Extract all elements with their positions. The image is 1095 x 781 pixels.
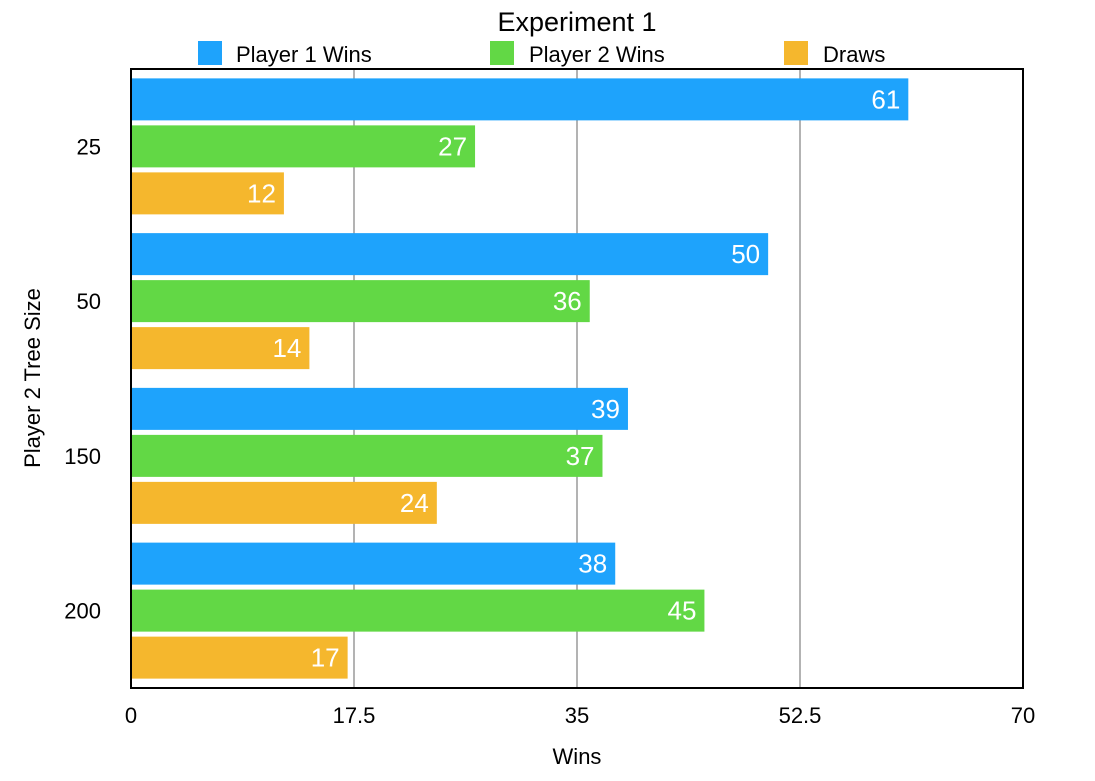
bar-player-2-wins-25 — [131, 125, 476, 168]
bar-draws-25 — [131, 172, 284, 215]
legend-swatch-player-1-wins — [198, 41, 222, 65]
data-label-player-2-wins-200: 45 — [668, 596, 697, 626]
data-label-player-2-wins-25: 27 — [438, 131, 467, 161]
x-tick-label-70: 70 — [1011, 703, 1035, 728]
gridlines — [353, 69, 801, 688]
bar-draws-50 — [131, 327, 310, 370]
legend-label-draws: Draws — [823, 42, 885, 67]
data-label-player-2-wins-150: 37 — [566, 441, 595, 471]
bars — [131, 78, 909, 679]
bar-draws-200 — [131, 636, 348, 679]
y-tick-label-50: 50 — [77, 289, 101, 314]
bar-player-2-wins-150 — [131, 434, 603, 477]
y-tick-label-200: 200 — [64, 599, 101, 624]
bar-player-1-wins-200 — [131, 542, 616, 585]
data-label-player-1-wins-150: 39 — [591, 394, 620, 424]
bar-draws-150 — [131, 481, 437, 524]
x-tick-label-35: 35 — [565, 703, 589, 728]
x-tick-label-52-5: 52.5 — [779, 703, 822, 728]
data-label-player-1-wins-50: 50 — [731, 239, 760, 269]
bar-player-1-wins-50 — [131, 233, 769, 276]
y-tick-label-25: 25 — [77, 134, 101, 159]
data-label-draws-50: 14 — [272, 333, 301, 363]
x-axis-title: Wins — [553, 744, 602, 769]
data-label-draws-25: 12 — [247, 178, 276, 208]
x-tick-label-0: 0 — [125, 703, 137, 728]
bar-player-2-wins-200 — [131, 589, 705, 632]
x-tick-label-17-5: 17.5 — [333, 703, 376, 728]
y-axis-ticks: 25 50 150 200 — [64, 134, 101, 623]
bar-player-2-wins-50 — [131, 280, 590, 323]
bar-player-1-wins-25 — [131, 78, 909, 121]
legend-label-player-1-wins: Player 1 Wins — [236, 42, 372, 67]
legend-swatch-draws — [784, 41, 808, 65]
legend-swatch-player-2-wins — [490, 41, 514, 65]
y-axis-title: Player 2 Tree Size — [20, 288, 45, 468]
data-label-player-1-wins-25: 61 — [871, 84, 900, 114]
bar-labels: 61 27 12 50 36 14 39 37 24 38 45 17 — [247, 84, 900, 672]
data-label-player-1-wins-200: 38 — [578, 549, 607, 579]
data-label-draws-150: 24 — [400, 488, 429, 518]
chart-title: Experiment 1 — [497, 7, 656, 37]
legend-label-player-2-wins: Player 2 Wins — [529, 42, 665, 67]
legend: Player 1 Wins Player 2 Wins Draws — [198, 41, 885, 67]
data-label-draws-200: 17 — [311, 643, 340, 673]
x-axis-ticks: 0 17.5 35 52.5 70 — [125, 703, 1035, 728]
y-tick-label-150: 150 — [64, 444, 101, 469]
data-label-player-2-wins-50: 36 — [553, 286, 582, 316]
plot-frame — [130, 68, 1024, 689]
bar-player-1-wins-150 — [131, 387, 628, 430]
